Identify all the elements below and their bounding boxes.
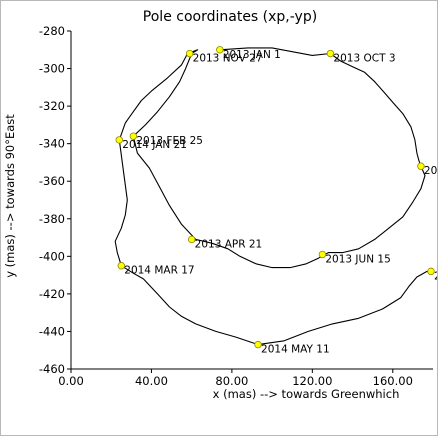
x-tick-label: 40.00 [135,374,168,388]
date-marker [129,132,138,140]
date-marker-label: 2013 JUN 15 [325,253,390,265]
x-tick-label: 80.00 [215,374,248,388]
date-marker-label: 2014 J [434,270,437,282]
date-marker [216,46,224,54]
y-tick-label: -420 [39,287,65,301]
date-marker-label: 2014 MAY 11 [261,344,330,356]
date-marker-label: 2013 FEB 25 [136,135,203,147]
x-axis-label: x (mas) --> towards Greenwhich [213,387,400,401]
date-marker [115,136,123,144]
y-tick-label: -320 [39,99,65,113]
pole-path-line [114,47,434,346]
date-marker-label: 2013 NOV 27 [193,53,263,65]
date-marker [187,235,196,244]
date-marker [117,262,125,270]
plot-area: -280 -300 -320 -340 -360 -380 -400 -420 -440 -460… [39,24,437,388]
x-tick-label: 0.00 [58,374,84,388]
y-tick-label: -360 [39,174,65,188]
y-tick-label: -440 [39,324,65,338]
date-marker-label: 2013 AUG [424,165,437,177]
y-tick-label: -460 [39,362,65,376]
x-tick-label: 120.00 [292,374,332,388]
date-marker-label: 2013 JAN 1 [223,49,281,61]
date-marker [427,267,435,276]
y-tick-label: -380 [39,212,65,226]
date-marker [254,340,262,349]
y-tick-label: -280 [39,24,65,38]
chart-title: Pole coordinates (xp,-yp) [143,9,317,25]
date-marker [185,49,194,58]
y-tick-label: -340 [39,137,65,151]
y-axis-label: y (mas) --> towards 90°East [3,114,17,278]
date-marker-label: 2013 OCT 3 [333,53,395,65]
date-marker-label: 2014 MAR 17 [124,265,194,277]
date-marker-label: 2014 JAN 21 [122,139,187,151]
date-marker [318,250,327,259]
x-tick-label: 160.00 [373,374,413,388]
y-tick-label: -400 [39,249,65,263]
date-marker [326,49,335,58]
date-marker-label: 2013 APR 21 [195,238,263,250]
y-tick-label: -300 [39,62,65,76]
date-marker [417,162,425,170]
